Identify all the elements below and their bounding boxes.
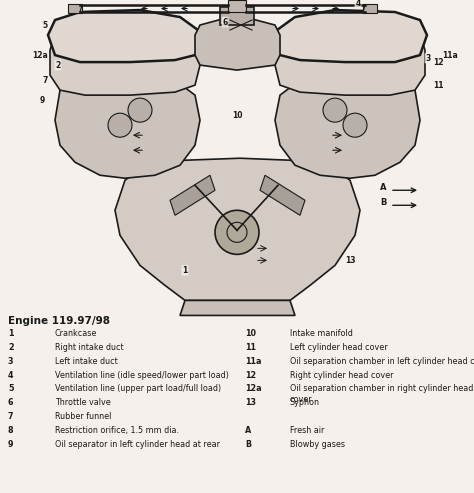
Text: Blowby gases: Blowby gases xyxy=(290,440,345,449)
Text: 1: 1 xyxy=(182,266,188,275)
Text: Crankcase: Crankcase xyxy=(55,329,97,338)
Text: Right cylinder head cover: Right cylinder head cover xyxy=(290,371,393,380)
Text: Syphon: Syphon xyxy=(290,398,320,407)
Text: B: B xyxy=(245,440,251,449)
Text: 3: 3 xyxy=(425,54,430,63)
Text: Engine 119.97/98: Engine 119.97/98 xyxy=(8,316,110,326)
Polygon shape xyxy=(48,10,200,62)
Text: 11a: 11a xyxy=(442,51,458,60)
Text: 5: 5 xyxy=(8,385,13,393)
Text: 4: 4 xyxy=(356,0,361,7)
Circle shape xyxy=(215,211,259,254)
Text: Throttle valve: Throttle valve xyxy=(55,398,111,407)
Text: Oil separation chamber in right cylinder head: Oil separation chamber in right cylinder… xyxy=(290,385,474,393)
Text: 12a: 12a xyxy=(32,51,48,60)
Text: Rubber funnel: Rubber funnel xyxy=(55,412,111,421)
Text: A: A xyxy=(380,183,386,192)
Text: 2: 2 xyxy=(55,61,61,70)
Text: Ventilation line (idle speed/lower part load): Ventilation line (idle speed/lower part … xyxy=(55,371,229,380)
Text: Restriction orifice, 1.5 mm dia.: Restriction orifice, 1.5 mm dia. xyxy=(55,426,179,435)
Text: Ventilation line (upper part load/full load): Ventilation line (upper part load/full l… xyxy=(55,385,221,393)
Circle shape xyxy=(343,113,367,137)
Bar xyxy=(68,4,82,13)
Polygon shape xyxy=(115,158,360,300)
Bar xyxy=(220,7,254,25)
Text: Left intake duct: Left intake duct xyxy=(55,357,118,366)
Circle shape xyxy=(323,98,347,122)
Text: 3: 3 xyxy=(8,357,13,366)
Text: 12: 12 xyxy=(245,371,256,380)
Text: 7: 7 xyxy=(8,412,13,421)
Text: 13: 13 xyxy=(245,398,256,407)
Text: Left cylinder head cover: Left cylinder head cover xyxy=(290,343,388,352)
Text: Oil separator in left cylinder head at rear: Oil separator in left cylinder head at r… xyxy=(55,440,220,449)
Bar xyxy=(363,4,377,13)
Text: 11: 11 xyxy=(245,343,256,352)
Bar xyxy=(228,0,246,12)
Text: 9: 9 xyxy=(39,96,45,105)
Text: 4: 4 xyxy=(8,371,13,380)
Text: 12a: 12a xyxy=(245,385,262,393)
Text: 6: 6 xyxy=(8,398,13,407)
Polygon shape xyxy=(50,22,200,95)
Text: cover: cover xyxy=(290,395,313,404)
Polygon shape xyxy=(275,10,427,62)
Text: Oil separation chamber in left cylinder head cover: Oil separation chamber in left cylinder … xyxy=(290,357,474,366)
Text: 5: 5 xyxy=(43,21,47,30)
Text: 13: 13 xyxy=(345,256,355,265)
Text: B: B xyxy=(380,198,386,207)
Text: 9: 9 xyxy=(8,440,13,449)
Polygon shape xyxy=(170,175,215,215)
Circle shape xyxy=(108,113,132,137)
Text: A: A xyxy=(245,426,251,435)
Text: 8: 8 xyxy=(8,426,14,435)
Polygon shape xyxy=(275,22,425,95)
Text: 10: 10 xyxy=(245,329,256,338)
Polygon shape xyxy=(195,15,280,70)
Text: 12: 12 xyxy=(433,58,443,67)
Polygon shape xyxy=(260,175,305,215)
Text: 1: 1 xyxy=(8,329,13,338)
Text: Right intake duct: Right intake duct xyxy=(55,343,124,352)
Polygon shape xyxy=(55,75,200,178)
Polygon shape xyxy=(180,300,295,316)
Text: 11: 11 xyxy=(433,81,443,90)
Text: 2: 2 xyxy=(8,343,14,352)
Text: Intake manifold: Intake manifold xyxy=(290,329,353,338)
Text: 11a: 11a xyxy=(245,357,262,366)
Text: 6: 6 xyxy=(222,18,228,27)
Text: 10: 10 xyxy=(232,110,242,120)
Circle shape xyxy=(128,98,152,122)
Polygon shape xyxy=(275,75,420,178)
Text: 7: 7 xyxy=(42,75,48,85)
Text: Fresh air: Fresh air xyxy=(290,426,324,435)
